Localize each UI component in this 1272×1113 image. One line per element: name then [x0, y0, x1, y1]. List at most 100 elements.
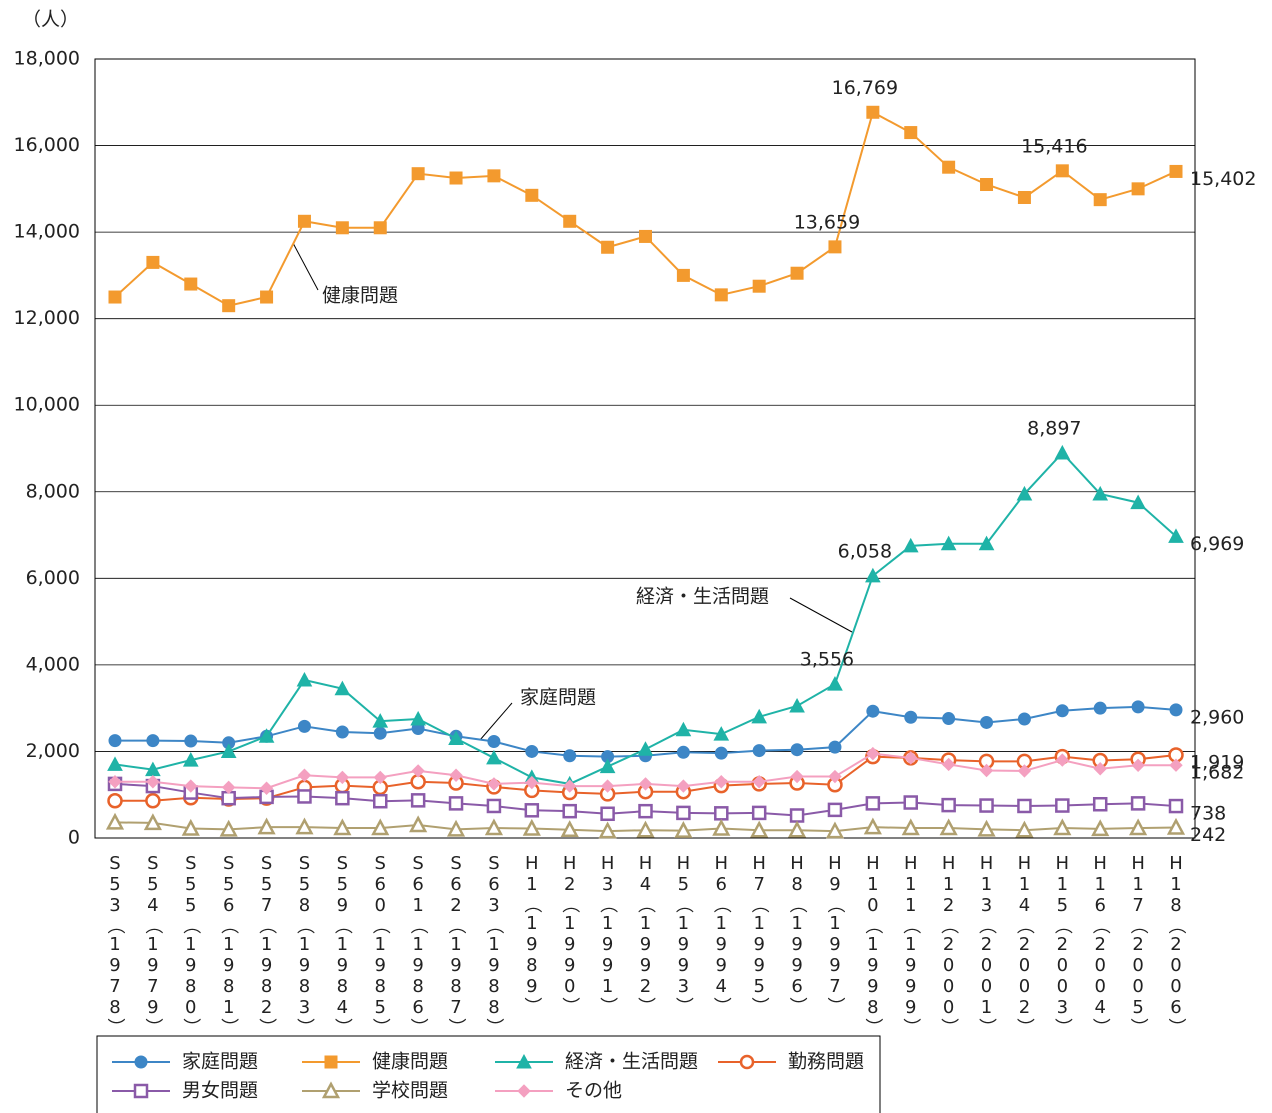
series-line: [114, 110, 1177, 307]
point: [1130, 494, 1146, 510]
x-tick-label: H12（2000）: [938, 853, 959, 1036]
point: [448, 796, 464, 811]
point: [790, 743, 804, 757]
x-tick-label: H16（2004）: [1090, 853, 1111, 1036]
point: [335, 725, 349, 739]
point: [221, 780, 236, 795]
series: [108, 746, 1183, 795]
point: [296, 671, 313, 687]
legend-marker: [133, 1083, 149, 1099]
legend-box: [96, 1035, 881, 1113]
data-label: 16,769: [832, 77, 898, 99]
y-axis-unit: （人）: [22, 9, 79, 31]
annotation: 経済・生活問題: [636, 586, 769, 608]
point: [752, 775, 766, 789]
legend-item: 男女問題: [112, 1080, 258, 1102]
point: [220, 743, 237, 758]
data-label: 1,682: [1190, 762, 1244, 784]
point: [1092, 796, 1108, 812]
point: [487, 777, 501, 791]
point: [260, 290, 274, 304]
series: [107, 444, 1184, 791]
point: [258, 728, 275, 743]
point: [1169, 703, 1183, 717]
point: [714, 775, 728, 789]
point: [108, 734, 122, 748]
point: [1131, 700, 1145, 714]
point: [827, 676, 843, 691]
point: [599, 758, 616, 774]
point: [980, 715, 994, 729]
data-label: 15,416: [1021, 135, 1087, 157]
point: [636, 820, 655, 838]
legend-label: 勤務問題: [788, 1051, 864, 1073]
legend-label: 健康問題: [372, 1051, 448, 1073]
point: [980, 178, 994, 192]
leader-line: [479, 702, 513, 741]
legend-marker: [134, 1055, 148, 1069]
point: [410, 793, 426, 808]
x-tick-label: H9（1997）: [824, 853, 845, 1015]
data-label: 8,897: [1027, 417, 1081, 439]
x-tick-label: H13（2001）: [976, 853, 997, 1036]
point: [335, 770, 350, 785]
data-label: 6,058: [838, 540, 892, 562]
legend-marker: [324, 1055, 338, 1069]
point: [563, 779, 577, 793]
point: [1169, 164, 1183, 178]
point: [1055, 753, 1070, 767]
x-tick-label: H18（2006）: [1166, 853, 1187, 1036]
point: [295, 817, 314, 835]
point: [1017, 712, 1031, 726]
legend-item: 経済・生活問題: [495, 1051, 698, 1073]
data-label: 738: [1190, 803, 1226, 825]
point: [600, 806, 615, 822]
point: [1016, 485, 1033, 501]
point: [752, 744, 766, 758]
data-label: 3,556: [800, 649, 854, 671]
point: [525, 775, 539, 790]
point: [866, 704, 880, 718]
x-tick-label: S53（1978）: [105, 853, 126, 1036]
point: [866, 746, 880, 761]
point: [1091, 819, 1110, 837]
point: [675, 721, 692, 737]
point: [1017, 764, 1032, 778]
point: [752, 279, 766, 293]
point: [297, 214, 311, 228]
x-tick-label: H8（1996）: [787, 853, 808, 1015]
point: [373, 726, 387, 740]
leader-line: [789, 597, 853, 633]
point: [107, 793, 123, 809]
point: [1168, 798, 1184, 814]
point: [638, 777, 653, 791]
point: [639, 229, 652, 243]
point: [484, 818, 504, 836]
point: [977, 819, 996, 837]
data-label: 6,969: [1190, 533, 1244, 555]
point: [789, 808, 805, 823]
y-tick-label: 16,000: [14, 134, 80, 156]
x-tick-label: H17（2005）: [1128, 853, 1149, 1036]
point: [446, 819, 466, 837]
point: [676, 745, 690, 759]
legend-label: 学校問題: [372, 1080, 448, 1102]
point: [598, 821, 617, 839]
x-tick-label: S61（1986）: [408, 853, 429, 1036]
point: [524, 803, 540, 818]
point: [486, 798, 502, 814]
point: [1093, 762, 1107, 776]
point: [637, 741, 654, 756]
point: [1055, 704, 1069, 718]
data-label: 242: [1190, 824, 1226, 846]
point: [182, 752, 199, 767]
point: [1168, 528, 1184, 543]
point: [866, 105, 880, 119]
point: [676, 779, 691, 793]
point: [184, 734, 198, 748]
point: [297, 719, 311, 733]
x-tick-label: H14（2002）: [1014, 853, 1035, 1036]
point: [714, 288, 728, 302]
point: [486, 749, 502, 765]
data-label: 2,960: [1190, 706, 1244, 728]
